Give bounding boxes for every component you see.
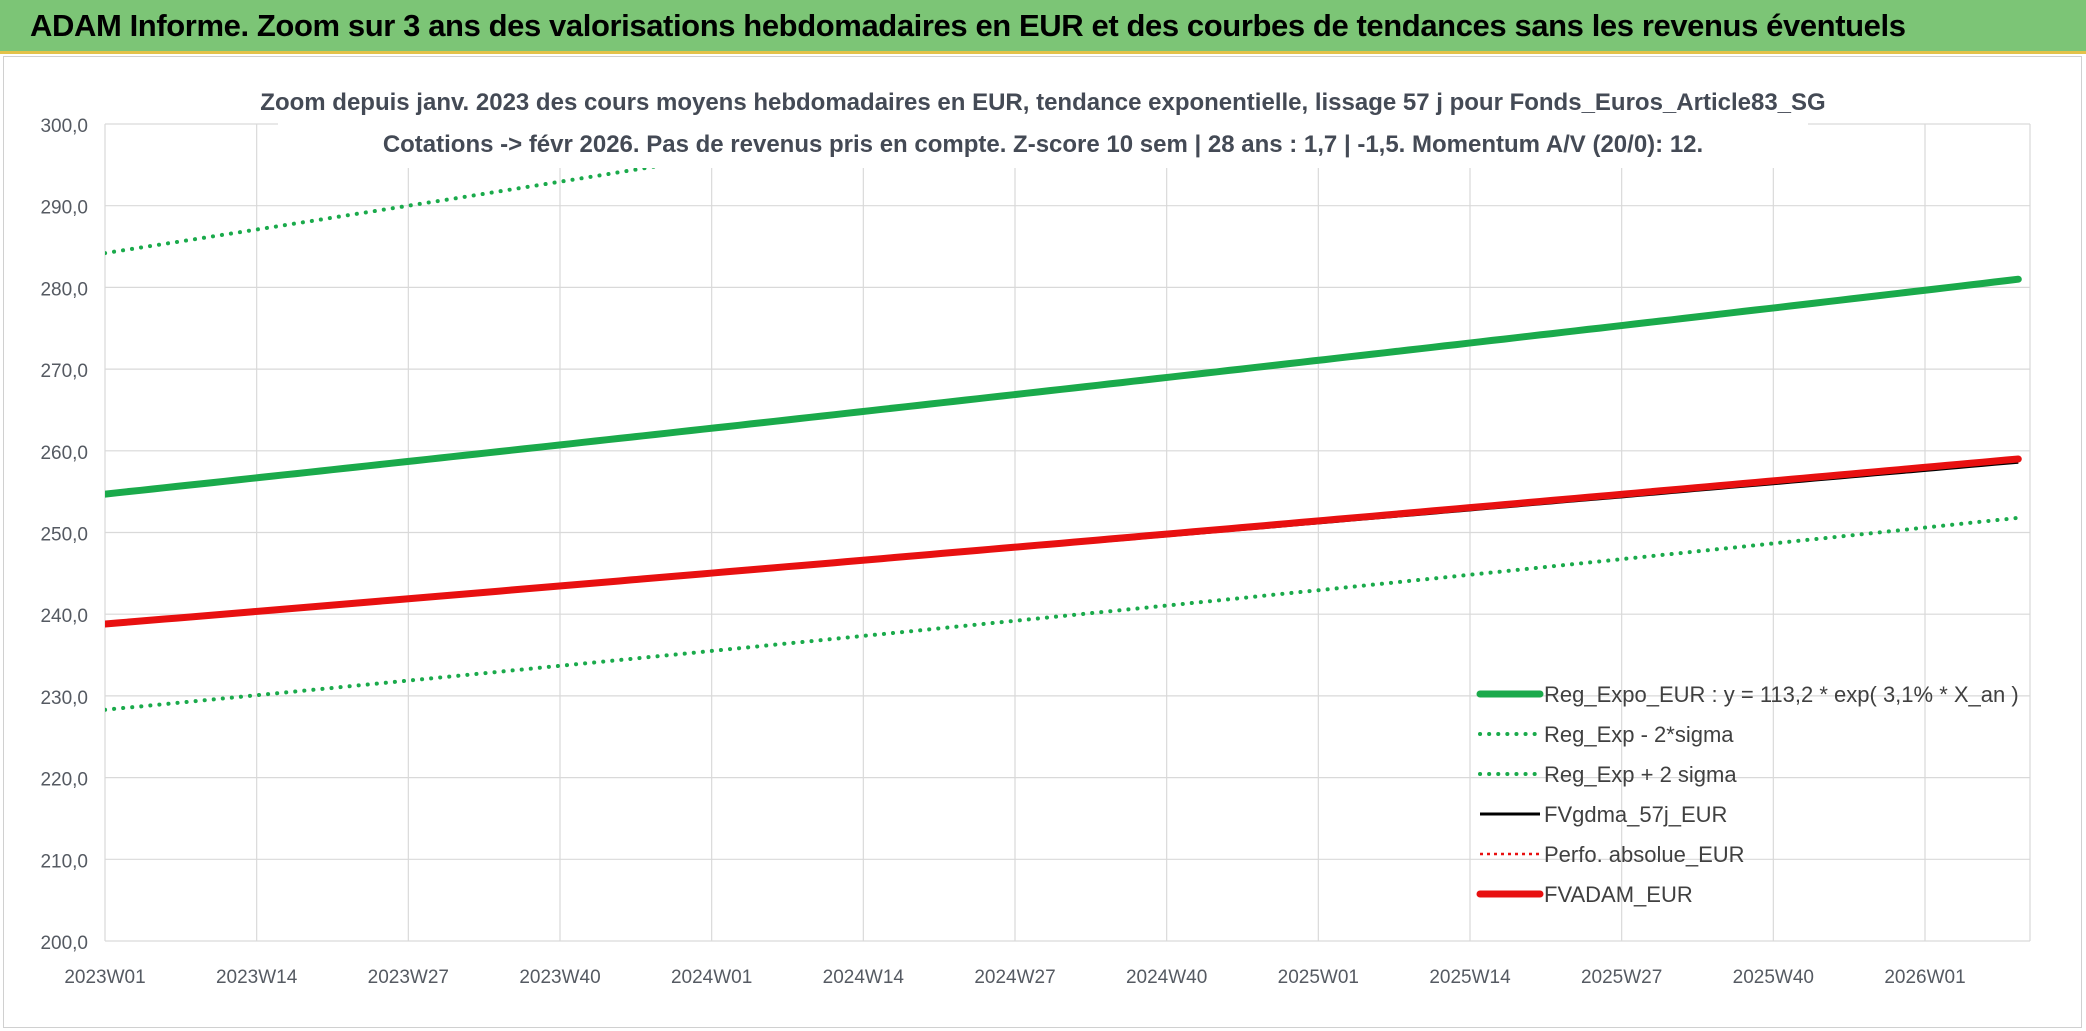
x-tick-label: 2026W01: [1884, 967, 1965, 988]
legend-label: Perfo. absolue_EUR: [1544, 842, 1745, 867]
y-axis-tick-labels: 200,0 210,0 220,0 230,0 240,0 250,0 260,0 270,0…: [40, 116, 88, 954]
chart-title-block: Zoom depuis janv. 2023 des cours moyens …: [260, 76, 1826, 168]
x-tick-label: 2023W27: [368, 967, 449, 988]
y-tick-label: 280,0: [40, 279, 88, 300]
x-tick-label: 2023W14: [216, 967, 298, 988]
y-tick-label: 230,0: [40, 688, 88, 709]
x-axis-tick-labels: 2023W01 2023W14 2023W27 2023W40 2024W01 2024W…: [64, 967, 1965, 988]
x-tick-label: 2024W01: [671, 967, 752, 988]
legend-label: Reg_Exp - 2*sigma: [1544, 722, 1734, 747]
series-lines: [105, 122, 2022, 712]
chart-title-background: [278, 76, 1808, 168]
series-line-4: [105, 457, 2019, 626]
report-banner: ADAM Informe. Zoom sur 3 ans des valoris…: [0, 0, 2086, 54]
series-line-1: [105, 515, 2021, 712]
x-tick-label: 2023W40: [519, 967, 600, 988]
y-tick-label: 240,0: [40, 606, 88, 627]
y-tick-label: 250,0: [40, 525, 88, 546]
x-tick-label: 2025W01: [1278, 967, 1359, 988]
legend: Reg_Expo_EUR : y = 113,2 * exp( 3,1% * X…: [1476, 682, 2019, 907]
y-tick-label: 270,0: [40, 361, 88, 382]
legend-label: FVgdma_57j_EUR: [1544, 802, 1727, 827]
chart-title-line-2: Cotations -> févr 2026. Pas de revenus p…: [383, 131, 1703, 158]
x-tick-label: 2025W14: [1429, 967, 1511, 988]
grid-lines: [104, 123, 2031, 942]
report-title: ADAM Informe. Zoom sur 3 ans des valoris…: [30, 8, 1906, 43]
x-tick-label: 2024W27: [974, 967, 1055, 988]
y-tick-label: 300,0: [40, 116, 88, 137]
chart-title-line-1: Zoom depuis janv. 2023 des cours moyens …: [260, 89, 1825, 116]
x-tick-label: 2025W40: [1733, 967, 1814, 988]
x-tick-label: 2025W27: [1581, 967, 1662, 988]
legend-label: FVADAM_EUR: [1544, 882, 1693, 907]
legend-label: Reg_Expo_EUR : y = 113,2 * exp( 3,1% * X…: [1544, 682, 2019, 707]
y-tick-label: 290,0: [40, 198, 88, 219]
chart-frame: [3, 56, 2082, 1028]
y-tick-label: 210,0: [40, 851, 88, 872]
x-tick-label: 2024W14: [823, 967, 905, 988]
x-tick-label: 2024W40: [1126, 967, 1207, 988]
legend-label: Reg_Exp + 2 sigma: [1544, 762, 1737, 787]
y-tick-label: 220,0: [40, 770, 88, 791]
y-tick-label: 260,0: [40, 443, 88, 464]
x-tick-label: 2023W01: [64, 967, 145, 988]
series-line-0: [105, 275, 2022, 498]
y-tick-label: 200,0: [40, 933, 88, 954]
